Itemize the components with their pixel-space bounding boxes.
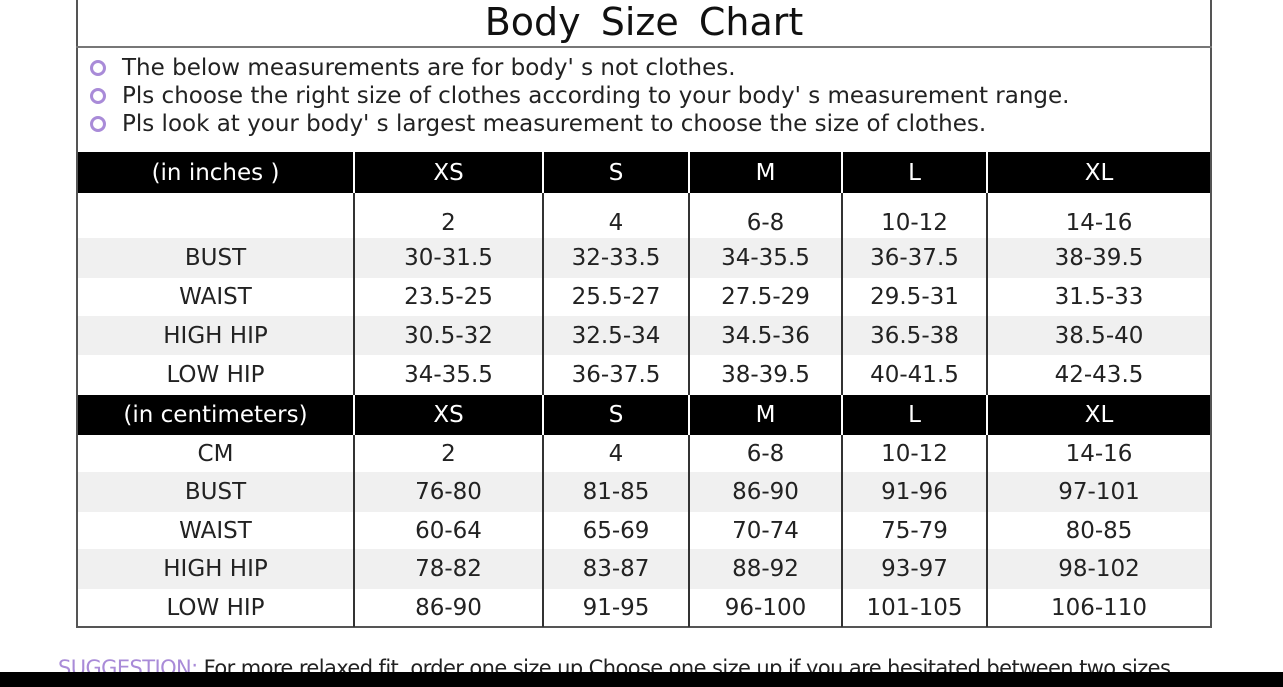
table-cell: 88-92 xyxy=(690,549,843,589)
note-text: Pls choose the right size of clothes acc… xyxy=(122,83,1070,109)
table-cell: 83-87 xyxy=(544,549,690,589)
table-cell: 4 xyxy=(544,193,690,238)
table-cell: 42-43.5 xyxy=(1054,362,1144,388)
table-cell: 86-90 xyxy=(690,472,843,512)
table-cell: 36-37.5 xyxy=(544,355,690,395)
table-cell: 30-31.5 xyxy=(355,238,544,278)
row-label: HIGH HIP xyxy=(78,316,355,355)
table-cell: 106-110 xyxy=(1050,595,1148,621)
inches-header-row: (in inches ) XS S M L XL xyxy=(78,152,1210,193)
table-cell: 101-105 xyxy=(843,589,988,627)
note-text: The below measurements are for body' s n… xyxy=(122,55,736,81)
table-cell: 75-79 xyxy=(843,512,988,549)
table-cell: 34-35.5 xyxy=(690,238,843,278)
bottom-bar xyxy=(0,672,1283,687)
table-cell: 6-8 xyxy=(690,435,843,472)
table-cell: 30.5-32 xyxy=(355,316,544,355)
table-cell: 65-69 xyxy=(544,512,690,549)
circle-bullet-icon xyxy=(90,88,106,104)
table-cell: 40-41.5 xyxy=(843,355,988,395)
table-cell: 38-39.5 xyxy=(1054,245,1144,271)
size-chart-frame xyxy=(76,0,1212,628)
table-cell: 38.5-40 xyxy=(1054,322,1144,349)
table-cell: 32.5-34 xyxy=(544,316,690,355)
table-cell: 2 xyxy=(355,193,544,238)
table-cell: 78-82 xyxy=(355,549,544,589)
note-text: Pls look at your body' s largest measure… xyxy=(122,111,987,137)
table-row: HIGH HIP 78-82 83-87 88-92 93-97 98-102 xyxy=(78,549,1210,589)
table-cell: 4 xyxy=(544,435,690,472)
table-row: 2 4 6-8 10-12 14-16 xyxy=(78,193,1210,238)
table-cell: XS xyxy=(355,152,544,193)
table-cell: 38-39.5 xyxy=(690,355,843,395)
table-cell: XL xyxy=(1084,402,1114,428)
table-cell: 81-85 xyxy=(544,472,690,512)
row-label: (in centimeters) xyxy=(78,395,355,435)
table-row: WAIST 60-64 65-69 70-74 75-79 80-85 xyxy=(78,512,1210,549)
table-cell: 14-16 xyxy=(1065,440,1133,467)
table-cell: 25.5-27 xyxy=(544,278,690,316)
table-row: LOW HIP 86-90 91-95 96-100 101-105 106-110 xyxy=(78,589,1210,627)
row-label: HIGH HIP xyxy=(78,549,355,589)
table-cell: 2 xyxy=(355,435,544,472)
row-label: WAIST xyxy=(78,512,355,549)
table-cell: 6-8 xyxy=(690,193,843,238)
page-title: Body Size Chart xyxy=(76,0,1212,48)
row-label: BUST xyxy=(78,238,355,278)
table-cell: 96-100 xyxy=(690,589,843,627)
table-cell: M xyxy=(690,395,843,435)
note-item: Pls look at your body' s largest measure… xyxy=(90,110,1070,138)
table-row: BUST 30-31.5 32-33.5 34-35.5 36-37.5 38-39.5 xyxy=(78,238,1210,278)
table-cell: 14-16 xyxy=(1065,210,1133,236)
table-cell: 86-90 xyxy=(355,589,544,627)
table-cell: 36-37.5 xyxy=(843,238,988,278)
table-cell: 34.5-36 xyxy=(690,316,843,355)
circle-bullet-icon xyxy=(90,60,106,76)
table-cell: 32-33.5 xyxy=(544,238,690,278)
row-label: WAIST xyxy=(78,278,355,316)
table-cell: S xyxy=(544,152,690,193)
row-label: LOW HIP xyxy=(78,589,355,627)
table-cell: XS xyxy=(355,395,544,435)
row-label: (in inches ) xyxy=(78,152,355,193)
table-cell: 29.5-31 xyxy=(843,278,988,316)
centimeters-header-row: (in centimeters) XS S M L XL xyxy=(78,395,1210,435)
row-label: LOW HIP xyxy=(78,355,355,395)
table-cell: 10-12 xyxy=(843,193,988,238)
note-item: Pls choose the right size of clothes acc… xyxy=(90,82,1070,110)
table-cell: M xyxy=(690,152,843,193)
table-row: LOW HIP 34-35.5 36-37.5 38-39.5 40-41.5 42-43… xyxy=(78,355,1210,395)
notes-list: The below measurements are for body' s n… xyxy=(90,54,1070,138)
table-cell: S xyxy=(544,395,690,435)
table-cell: 31.5-33 xyxy=(1054,284,1144,310)
table-cell: L xyxy=(843,152,988,193)
circle-bullet-icon xyxy=(90,116,106,132)
table-row: CM 2 4 6-8 10-12 14-16 xyxy=(78,435,1210,472)
table-cell: 36.5-38 xyxy=(843,316,988,355)
table-cell: XL xyxy=(1084,159,1114,186)
table-cell: 34-35.5 xyxy=(355,355,544,395)
table-row: HIGH HIP 30.5-32 32.5-34 34.5-36 36.5-38 38.5… xyxy=(78,316,1210,355)
row-label xyxy=(78,193,355,238)
table-cell: L xyxy=(843,395,988,435)
table-cell: 23.5-25 xyxy=(355,278,544,316)
table-cell: 91-95 xyxy=(544,589,690,627)
table-cell: 70-74 xyxy=(690,512,843,549)
table-cell: 76-80 xyxy=(355,472,544,512)
table-row: WAIST 23.5-25 25.5-27 27.5-29 29.5-31 31.5-33 xyxy=(78,278,1210,316)
table-cell: 10-12 xyxy=(843,435,988,472)
table-cell: 98-102 xyxy=(1058,556,1140,582)
table-cell: 91-96 xyxy=(843,472,988,512)
row-label: CM xyxy=(78,435,355,472)
table-cell: 80-85 xyxy=(1065,517,1133,544)
note-item: The below measurements are for body' s n… xyxy=(90,54,1070,82)
table-row: BUST 76-80 81-85 86-90 91-96 97-101 xyxy=(78,472,1210,512)
table-cell: 60-64 xyxy=(355,512,544,549)
row-label: BUST xyxy=(78,472,355,512)
table-cell: 93-97 xyxy=(843,549,988,589)
table-cell: 27.5-29 xyxy=(690,278,843,316)
table-cell: 97-101 xyxy=(1058,479,1140,505)
